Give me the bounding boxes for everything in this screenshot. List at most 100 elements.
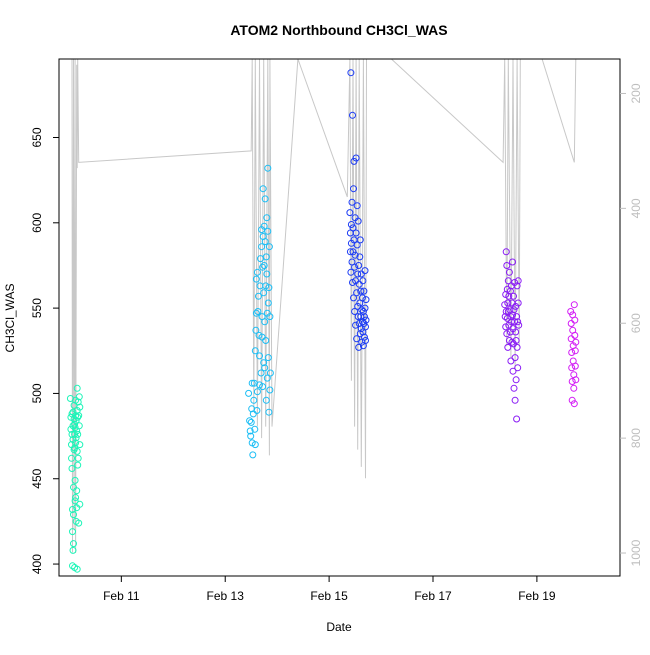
plot-border bbox=[58, 58, 621, 577]
data-point bbox=[76, 500, 84, 508]
data-point bbox=[572, 376, 580, 384]
data-point bbox=[357, 287, 365, 295]
y2-tick-label: 600 bbox=[629, 313, 643, 333]
data-point bbox=[266, 369, 274, 377]
data-point bbox=[262, 337, 270, 344]
data-points-layer bbox=[66, 69, 580, 573]
data-point bbox=[358, 294, 366, 302]
data-point bbox=[510, 292, 517, 300]
data-point bbox=[354, 302, 362, 310]
data-point bbox=[504, 277, 512, 285]
y-tick-label: 450 bbox=[30, 468, 44, 488]
pressure-trace-line bbox=[71, 58, 577, 554]
data-point bbox=[253, 407, 261, 414]
data-point bbox=[250, 396, 258, 404]
data-point bbox=[256, 352, 263, 360]
data-point bbox=[70, 415, 78, 423]
data-point bbox=[568, 378, 576, 385]
data-point bbox=[508, 299, 516, 307]
data-point bbox=[253, 388, 261, 396]
data-point bbox=[568, 349, 576, 356]
data-point bbox=[504, 299, 512, 307]
data-point bbox=[503, 262, 511, 269]
data-point bbox=[502, 248, 510, 256]
data-point bbox=[502, 308, 510, 315]
data-point bbox=[73, 565, 81, 573]
y2-tick-label: 200 bbox=[629, 83, 643, 103]
data-point bbox=[259, 185, 267, 193]
data-point bbox=[511, 396, 519, 404]
data-point bbox=[509, 258, 516, 266]
data-point bbox=[359, 308, 367, 315]
data-point bbox=[356, 236, 364, 244]
data-point bbox=[572, 338, 580, 346]
data-point bbox=[262, 253, 270, 261]
data-point bbox=[571, 331, 579, 339]
data-point bbox=[347, 221, 355, 228]
data-point bbox=[252, 309, 260, 317]
data-point bbox=[514, 277, 522, 285]
data-point bbox=[251, 347, 259, 355]
x-tick-label: Feb 19 bbox=[518, 589, 556, 603]
data-point bbox=[259, 263, 267, 271]
data-point bbox=[266, 386, 274, 394]
data-point bbox=[261, 238, 269, 246]
data-point bbox=[503, 330, 511, 338]
data-point bbox=[505, 268, 513, 276]
data-point bbox=[362, 337, 369, 344]
x-tick-label: Feb 17 bbox=[414, 589, 452, 603]
data-point bbox=[361, 304, 369, 312]
secondary-y-axis: 200 400 600 800 1000 bbox=[620, 83, 643, 566]
data-point bbox=[73, 487, 81, 495]
data-point bbox=[264, 354, 272, 362]
data-point bbox=[512, 328, 520, 336]
data-point bbox=[356, 253, 364, 261]
data-point bbox=[69, 528, 76, 536]
y-tick-label: 550 bbox=[30, 298, 44, 318]
data-point bbox=[571, 347, 579, 355]
data-point bbox=[76, 441, 84, 449]
data-point bbox=[349, 248, 357, 256]
data-point bbox=[247, 432, 255, 440]
data-point bbox=[248, 379, 256, 387]
data-point bbox=[76, 403, 84, 411]
data-point bbox=[514, 318, 522, 326]
data-point bbox=[362, 296, 370, 304]
data-point bbox=[251, 441, 259, 449]
data-point bbox=[354, 217, 362, 225]
data-point bbox=[75, 422, 83, 430]
data-point bbox=[567, 308, 575, 315]
data-point bbox=[261, 195, 269, 203]
data-point bbox=[68, 465, 76, 472]
data-point bbox=[512, 337, 520, 344]
x-axis: Feb 11 Feb 13 Feb 15 Feb 17 Feb 19 bbox=[103, 576, 556, 603]
y-axis-label: CH3Cl_WAS bbox=[3, 284, 17, 353]
data-point bbox=[568, 396, 576, 404]
data-point bbox=[354, 270, 362, 278]
data-point bbox=[73, 384, 81, 392]
y2-tick-label: 400 bbox=[629, 198, 643, 218]
data-point bbox=[503, 314, 511, 322]
data-point bbox=[362, 323, 369, 331]
data-point bbox=[510, 384, 518, 392]
data-point bbox=[346, 209, 354, 217]
data-point bbox=[253, 268, 261, 276]
data-point bbox=[246, 417, 254, 425]
data-point bbox=[349, 111, 356, 119]
data-point bbox=[359, 277, 367, 285]
data-point bbox=[255, 292, 262, 300]
data-point bbox=[263, 214, 271, 222]
data-point bbox=[513, 313, 521, 321]
data-point bbox=[264, 299, 272, 307]
data-point bbox=[247, 418, 255, 426]
data-point bbox=[510, 306, 518, 314]
data-point bbox=[570, 400, 578, 408]
data-point bbox=[571, 362, 579, 370]
data-point bbox=[252, 275, 260, 283]
data-point bbox=[74, 413, 82, 421]
data-point bbox=[69, 546, 77, 554]
data-point bbox=[352, 321, 360, 329]
data-point bbox=[263, 374, 271, 382]
data-point bbox=[509, 311, 516, 319]
data-point bbox=[265, 284, 273, 292]
